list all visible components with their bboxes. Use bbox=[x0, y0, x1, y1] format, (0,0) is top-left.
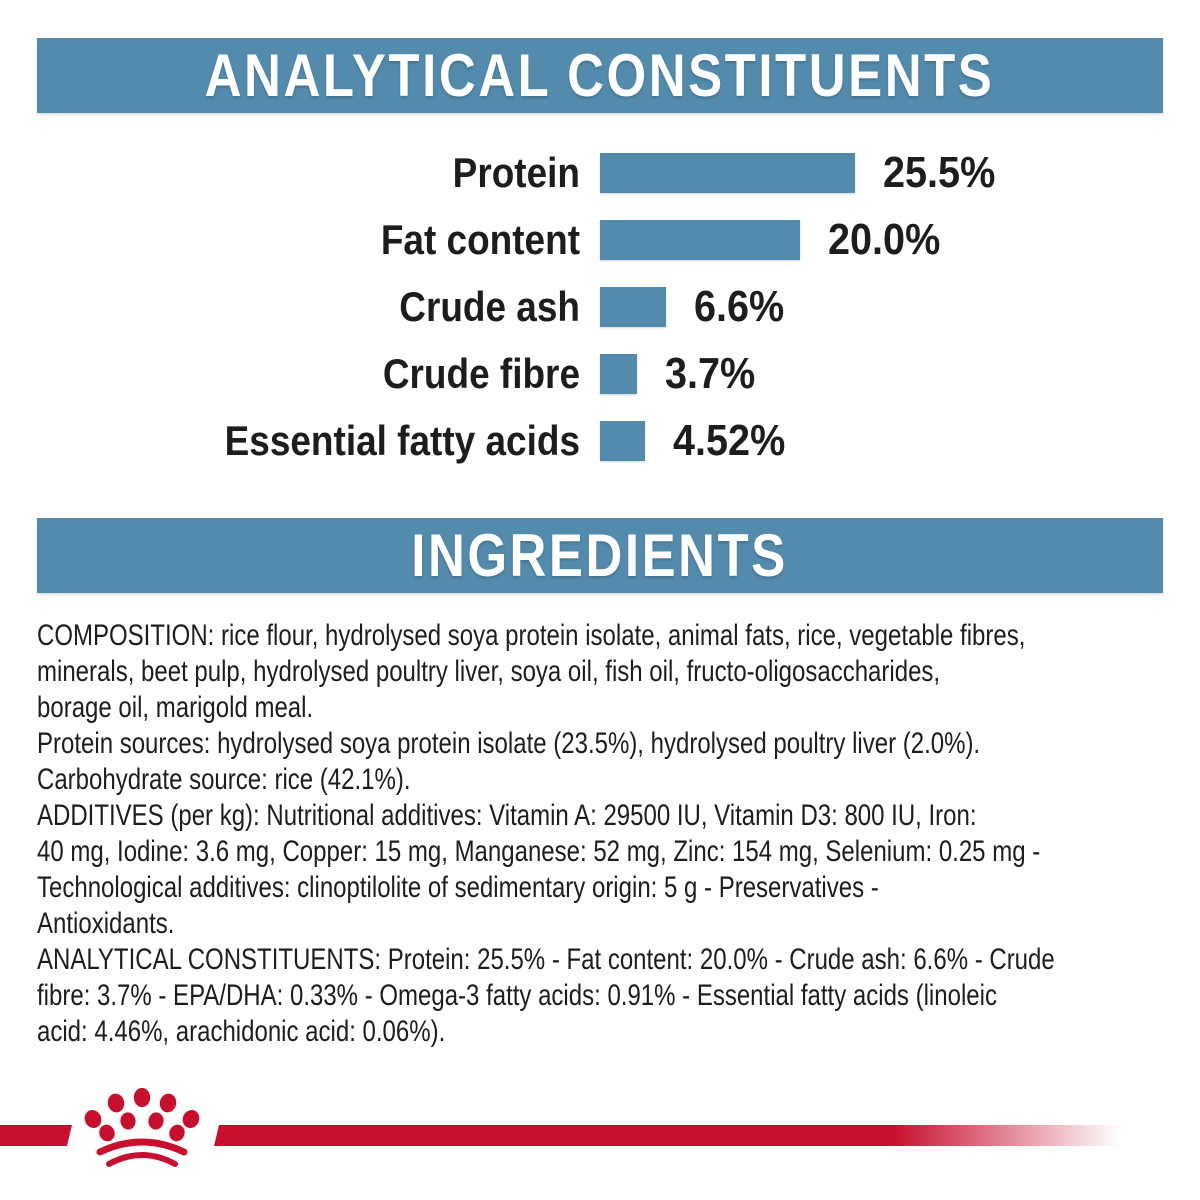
ingredients-text-line: ADDITIVES (per kg): Nutritional additive… bbox=[37, 799, 977, 832]
chart-bar bbox=[600, 153, 855, 193]
chart-value-label: 20.0% bbox=[828, 215, 941, 264]
chart-bar bbox=[600, 220, 800, 260]
ingredients-text-line: fibre: 3.7% - EPA/DHA: 0.33% - Omega-3 f… bbox=[37, 979, 997, 1012]
chart-row: Crude fibre 3.7% bbox=[0, 349, 1200, 398]
ingredients-header: INGREDIENTS bbox=[37, 518, 1163, 593]
ingredients-text-line: Antioxidants. bbox=[37, 907, 175, 940]
analytical-constituents-title: ANALYTICAL CONSTITUENTS bbox=[205, 42, 995, 109]
ingredients-text-line: minerals, beet pulp, hydrolysed poultry … bbox=[37, 655, 941, 688]
chart-category-label: Crude ash bbox=[399, 283, 580, 330]
chart-row: Protein 25.5% bbox=[0, 148, 1200, 197]
ingredients-title: INGREDIENTS bbox=[411, 522, 789, 589]
chart-category-label: Essential fatty acids bbox=[224, 417, 581, 464]
chart-bar bbox=[600, 421, 646, 461]
chart-value-label: 25.5% bbox=[883, 148, 996, 197]
chart-category-label: Fat content bbox=[380, 216, 580, 263]
red-accent-line-right bbox=[214, 1125, 1120, 1146]
ingredients-text-line: Carbohydrate source: rice (42.1%). bbox=[37, 763, 411, 796]
analytical-constituents-header: ANALYTICAL CONSTITUENTS bbox=[37, 38, 1163, 113]
ingredients-text-line: borage oil, marigold meal. bbox=[37, 691, 314, 724]
chart-row: Crude ash 6.6% bbox=[0, 282, 1200, 331]
ingredients-text-line: Protein sources: hydrolysed soya protein… bbox=[37, 727, 981, 760]
chart-value-label: 6.6% bbox=[694, 282, 785, 331]
analytical-constituents-bar-chart: Protein 25.5% Fat content 20.0% Crude ash 6.6… bbox=[0, 148, 1200, 465]
chart-bar bbox=[600, 354, 637, 394]
ingredients-composition-text: COMPOSITION: rice flour, hydrolysed soya… bbox=[37, 618, 1187, 1050]
chart-row: Essential fatty acids 4.52% bbox=[0, 416, 1200, 465]
chart-value-label: 4.52% bbox=[673, 416, 786, 465]
chart-value-label: 3.7% bbox=[665, 349, 756, 398]
chart-category-label: Protein bbox=[452, 149, 580, 196]
chart-category-label: Crude fibre bbox=[382, 350, 580, 397]
ingredients-text-line: ANALYTICAL CONSTITUENTS: Protein: 25.5% … bbox=[37, 943, 1055, 976]
chart-row: Fat content 20.0% bbox=[0, 215, 1200, 264]
ingredients-text-line: 40 mg, Iodine: 3.6 mg, Copper: 15 mg, Ma… bbox=[37, 835, 1041, 868]
red-accent-line-left bbox=[0, 1125, 72, 1146]
chart-bar bbox=[600, 287, 666, 327]
ingredients-text-line: COMPOSITION: rice flour, hydrolysed soya… bbox=[37, 619, 1026, 652]
ingredients-text-line: acid: 4.46%, arachidonic acid: 0.06%). bbox=[37, 1015, 446, 1048]
royal-canin-crown-logo bbox=[84, 1088, 200, 1167]
ingredients-text-line: Technological additives: clinoptilolite … bbox=[37, 871, 879, 904]
